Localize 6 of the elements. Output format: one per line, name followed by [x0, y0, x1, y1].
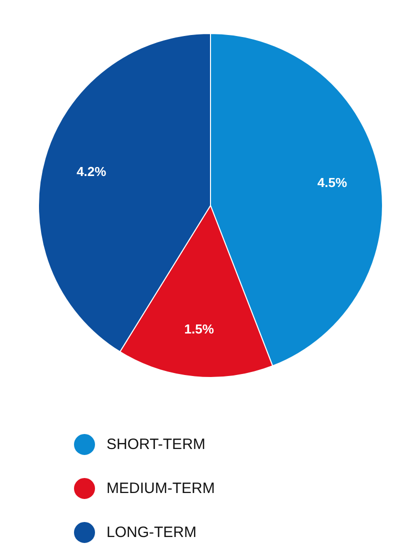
legend-label: LONG-TERM [106, 524, 196, 541]
data-label: 4.5% [317, 175, 348, 190]
data-label: 4.2% [76, 164, 107, 180]
data-label: 1.5% [184, 321, 214, 336]
legend-label: SHORT-TERM [106, 436, 206, 453]
legend-label: MEDIUM-TERM [106, 480, 215, 497]
